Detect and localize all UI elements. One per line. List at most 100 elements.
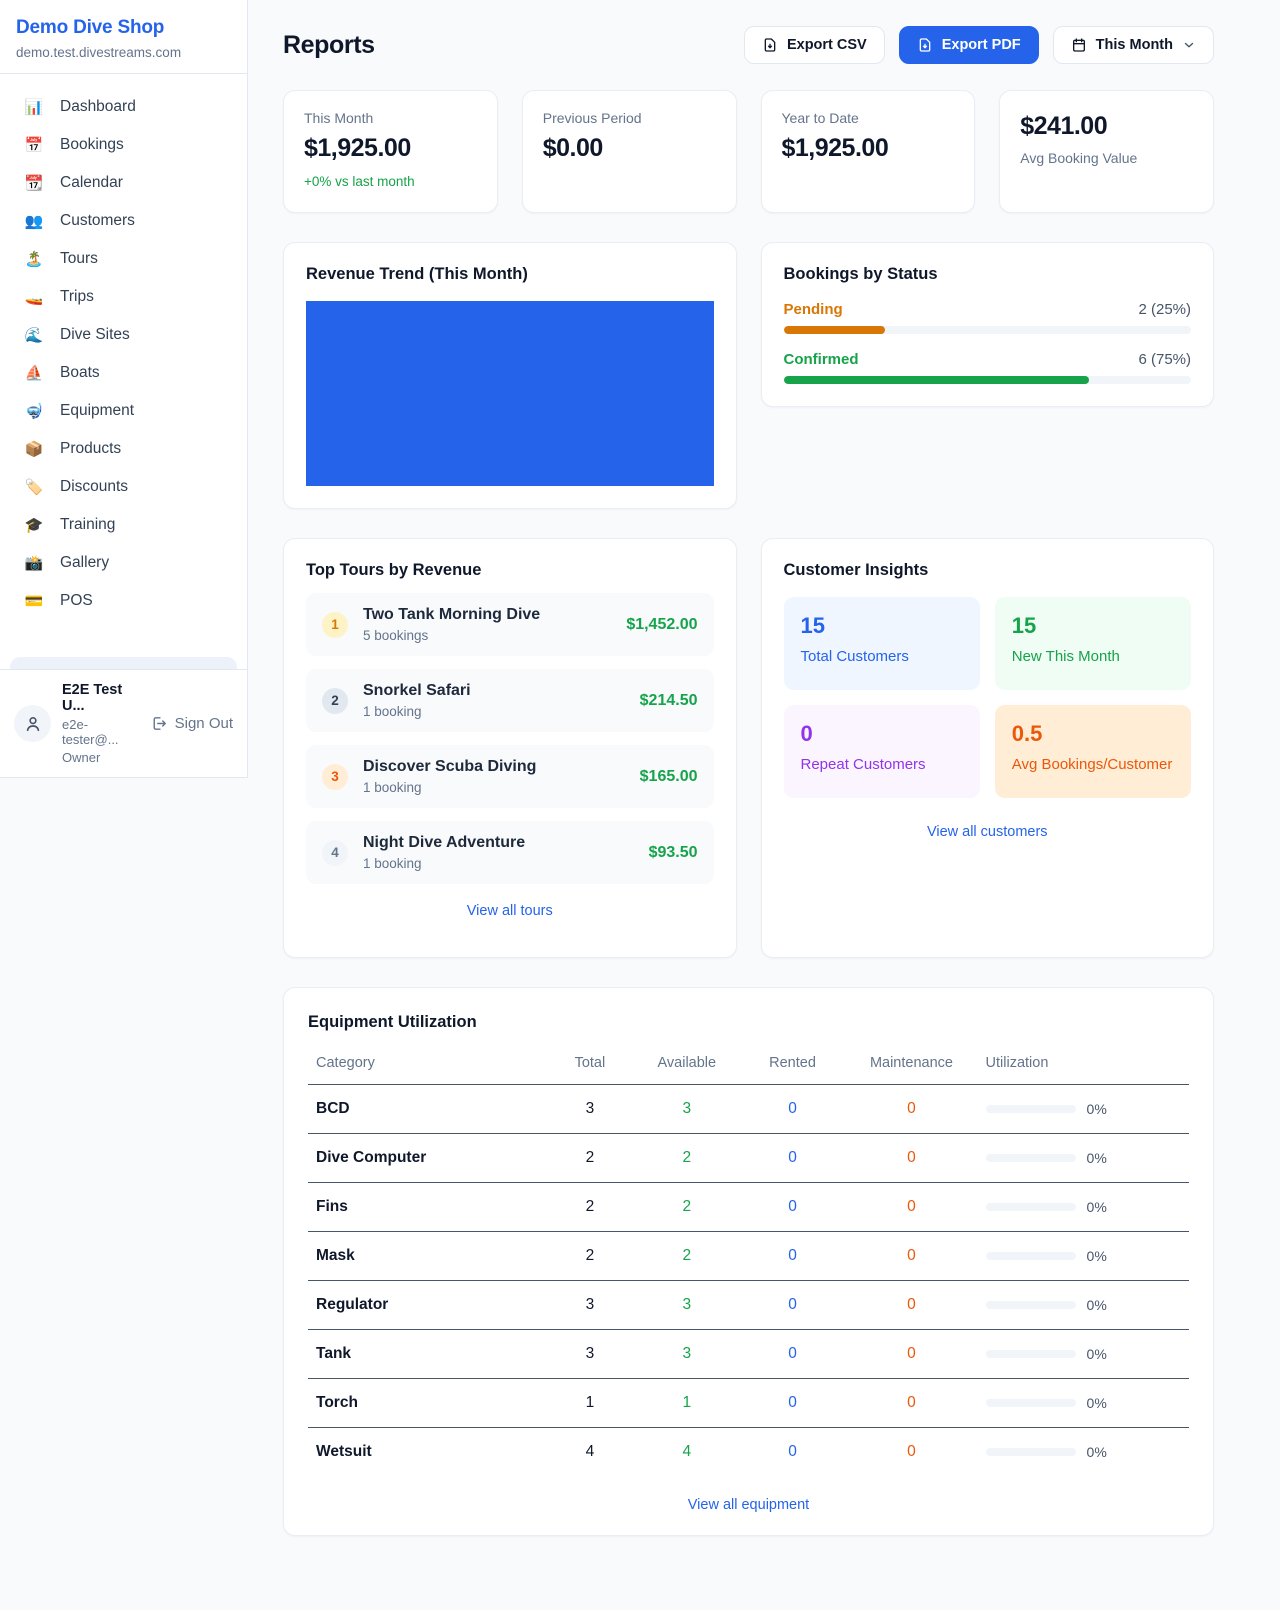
cell-category: Dive Computer: [308, 1133, 546, 1183]
insight-tiles: 15 Total Customers 15 New This Month 0 R…: [783, 597, 1191, 798]
sidebar-item-discounts[interactable]: 🏷️ Discounts: [10, 468, 237, 506]
brand-name[interactable]: Demo Dive Shop: [16, 17, 165, 38]
sign-out-label: Sign Out: [174, 715, 233, 732]
brand-block: Demo Dive Shop demo.test.divestreams.com: [0, 0, 247, 74]
sidebar-item-dashboard[interactable]: 📊 Dashboard: [10, 88, 237, 126]
utilization-bar: [985, 1350, 1076, 1358]
view-all-customers-link[interactable]: View all customers: [926, 824, 1048, 840]
sidebar-item-label: Calendar: [60, 174, 123, 191]
utilization-percent: 0%: [1086, 1199, 1107, 1215]
status-label-pending: Pending: [783, 301, 843, 318]
tour-row: 2 Snorkel Safari 1 booking $214.50: [306, 669, 714, 732]
utilization-bar: [985, 1448, 1076, 1456]
cell-maintenance: 0: [845, 1329, 978, 1379]
export-csv-label: Export CSV: [786, 37, 867, 53]
sign-out-button[interactable]: Sign Out: [150, 715, 233, 732]
user-role: Owner: [62, 750, 101, 765]
utilization-percent: 0%: [1086, 1101, 1107, 1117]
sidebar-item-boats[interactable]: ⛵ Boats: [10, 354, 237, 392]
tile-total-customers: 15 Total Customers: [783, 597, 980, 690]
sidebar-item-label: Training: [60, 516, 116, 533]
tour-bookings: 1 booking: [363, 780, 422, 795]
view-all-tours-link[interactable]: View all tours: [466, 903, 553, 919]
page-header: Reports Export CSV Export PDF: [283, 26, 1214, 64]
top-tours-title: Top Tours by Revenue: [306, 561, 482, 579]
cell-rented: 0: [739, 1084, 846, 1134]
stat-label: Previous Period: [542, 110, 642, 126]
customers-icon: 👥: [24, 212, 44, 230]
cell-utilization: 0%: [977, 1231, 1189, 1281]
sidebar-item-label: Tours: [60, 250, 98, 267]
person-icon: [26, 716, 39, 731]
tile-value: 0.5: [1011, 721, 1043, 746]
file-download-icon: [764, 38, 776, 52]
sidebar-item-reports-partial[interactable]: [10, 657, 237, 669]
sidebar-item-label: Equipment: [60, 402, 135, 419]
package-icon: 📦: [24, 440, 44, 458]
stat-card-year-to-date: Year to Date $1,925.00: [760, 90, 976, 213]
cell-utilization: 0%: [977, 1084, 1189, 1134]
sidebar-item-pos[interactable]: 💳 POS: [10, 582, 237, 620]
bookings-by-status-title: Bookings by Status: [783, 265, 938, 283]
sidebar-item-calendar[interactable]: 📆 Calendar: [10, 164, 237, 202]
cell-category: Wetsuit: [316, 1443, 372, 1460]
col-utilization: Utilization: [977, 1045, 1189, 1085]
tile-label: Total Customers: [800, 648, 909, 665]
sidebar-item-equipment[interactable]: 🤿 Equipment: [10, 392, 237, 430]
stat-delta: +0% vs last month: [304, 174, 415, 189]
stat-value: $1,925.00: [781, 134, 889, 162]
tile-label: New This Month: [1011, 648, 1120, 665]
tour-name: Snorkel Safari: [363, 682, 471, 699]
utilization-bar: [985, 1105, 1076, 1113]
cell-category: Regulator: [308, 1280, 546, 1330]
cell-maintenance: 0: [845, 1182, 978, 1232]
user-footer: E2E Test U... e2e-tester@... Owner Sign …: [0, 669, 247, 777]
utilization-percent: 0%: [1086, 1346, 1107, 1362]
sidebar-item-dive-sites[interactable]: 🌊 Dive Sites: [10, 316, 237, 354]
user-email: e2e-tester@...: [62, 717, 119, 747]
cell-rented: 0: [739, 1133, 846, 1183]
cell-utilization: 0%: [977, 1378, 1189, 1428]
sidebar-item-customers[interactable]: 👥 Customers: [10, 202, 237, 240]
sidebar-item-label: Bookings: [60, 136, 124, 153]
user-name: E2E Test U...: [62, 682, 123, 714]
col-available: Available: [633, 1045, 740, 1085]
progress-fill-confirmed: [783, 376, 1090, 384]
file-download-icon: [919, 38, 931, 52]
tour-name: Discover Scuba Diving: [363, 758, 537, 775]
sidebar-item-trips[interactable]: 🚤 Trips: [10, 278, 237, 316]
stat-value: $1,925.00: [304, 134, 411, 162]
sidebar-item-label: Discounts: [60, 478, 129, 495]
customer-insights-panel: Customer Insights 15 Total Customers 15 …: [760, 538, 1214, 958]
sidebar-item-tours[interactable]: 🏝️ Tours: [10, 240, 237, 278]
cell-total: 4: [585, 1443, 595, 1460]
status-row-pending: Pending 2 (25%): [783, 301, 1191, 334]
cell-category: Tank: [308, 1329, 546, 1379]
sidebar-item-bookings[interactable]: 📅 Bookings: [10, 126, 237, 164]
sidebar-item-training[interactable]: 🎓 Training: [10, 506, 237, 544]
export-pdf-button[interactable]: Export PDF: [898, 26, 1039, 64]
tile-new-this-month: 15 New This Month: [994, 597, 1191, 690]
sidebar-item-label: Dashboard: [60, 98, 136, 115]
utilization-bar: [985, 1301, 1076, 1309]
tour-bookings: 1 booking: [363, 856, 422, 871]
cell-rented: 0: [788, 1443, 797, 1460]
cell-utilization: 0%: [977, 1182, 1189, 1232]
table-header-row: Category Total Available Rented Maintena…: [308, 1045, 1189, 1085]
status-label-confirmed: Confirmed: [783, 351, 859, 368]
header-actions: Export CSV Export PDF This Month: [743, 26, 1214, 64]
period-dropdown[interactable]: This Month: [1052, 26, 1214, 64]
col-rented: Rented: [739, 1045, 846, 1085]
cell-utilization: 0%: [977, 1133, 1189, 1183]
export-csv-button[interactable]: Export CSV: [743, 26, 885, 64]
view-all-equipment-link[interactable]: View all equipment: [687, 1497, 810, 1513]
table-row: BCD 3 3 0 0 0%: [308, 1084, 1189, 1134]
status-value-pending: 2 (25%): [1138, 301, 1191, 318]
bookings-by-status-panel: Bookings by Status Pending 2 (25%) Confi…: [760, 242, 1214, 407]
sidebar-item-products[interactable]: 📦 Products: [10, 430, 237, 468]
col-maintenance: Maintenance: [845, 1045, 978, 1085]
user-info: E2E Test U... e2e-tester@... Owner: [62, 682, 139, 765]
status-row-confirmed: Confirmed 6 (75%): [783, 351, 1191, 384]
sidebar-item-gallery[interactable]: 📸 Gallery: [10, 544, 237, 582]
cell-total: 2: [545, 1182, 634, 1232]
